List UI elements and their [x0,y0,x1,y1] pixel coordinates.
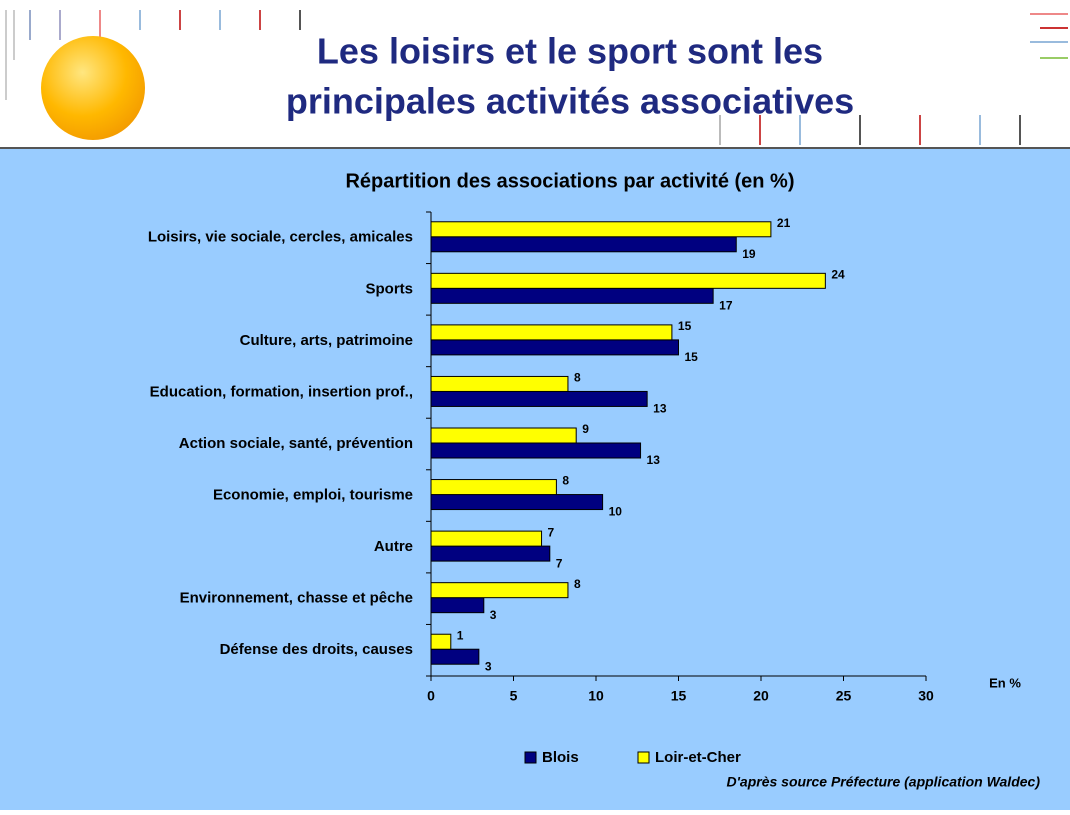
category-label: Culture, arts, patrimoine [240,332,413,349]
x-tick-label: 30 [918,688,934,704]
value-label: 15 [685,350,699,364]
value-label: 7 [556,556,563,570]
bar [431,598,484,613]
x-tick-label: 5 [510,688,518,704]
value-label: 7 [548,525,555,539]
sun-decor [41,36,145,140]
bar [431,391,647,406]
value-label: 9 [582,422,589,436]
bar [431,546,550,561]
value-label: 1 [457,628,464,642]
x-tick-label: 25 [836,688,852,704]
bar [431,495,603,510]
bar [431,376,568,391]
value-label: 8 [562,474,569,488]
value-label: 8 [574,577,581,591]
value-label: 3 [490,608,497,622]
category-label: Sports [365,280,413,297]
value-label: 8 [574,371,581,385]
x-tick-label: 20 [753,688,769,704]
slide-title: principales activités associatives [286,81,854,122]
bar [431,583,568,598]
bar [431,237,736,252]
bar [431,288,713,303]
category-label: Autre [374,538,413,555]
value-label: 13 [647,453,661,467]
bar [431,273,825,288]
slide-title: Les loisirs et le sport sont les [317,31,823,72]
x-tick-label: 15 [671,688,687,704]
category-label: Environnement, chasse et pêche [180,590,413,607]
bar [431,325,672,340]
legend-label: Blois [542,749,579,766]
category-label: Défense des droits, causes [220,641,413,658]
value-label: 10 [609,505,623,519]
bar [431,222,771,237]
bar [431,443,641,458]
category-label: Loisirs, vie sociale, cercles, amicales [148,229,413,246]
chart-title: Répartition des associations par activit… [345,170,794,192]
bar [431,634,451,649]
bar [431,649,479,664]
bar [431,531,542,546]
x-tick-label: 0 [427,688,435,704]
slide: Les loisirs et le sport sont les princip… [0,0,1070,810]
x-axis-label: En % [989,675,1021,690]
legend-swatch [638,752,649,763]
value-label: 17 [719,299,733,313]
legend-swatch [525,752,536,763]
legend-label: Loir-et-Cher [655,749,741,766]
bar [431,480,556,495]
category-label: Action sociale, santé, prévention [179,435,413,452]
category-label: Education, formation, insertion prof., [150,383,413,400]
value-label: 19 [742,247,756,261]
x-tick-label: 10 [588,688,604,704]
bar [431,340,679,355]
category-label: Economie, emploi, tourisme [213,487,413,504]
source-note: D'après source Préfecture (application W… [726,774,1040,790]
value-label: 21 [777,216,791,230]
value-label: 15 [678,319,692,333]
value-label: 13 [653,402,667,416]
value-label: 3 [485,659,492,673]
value-label: 24 [831,268,845,282]
bar [431,428,576,443]
